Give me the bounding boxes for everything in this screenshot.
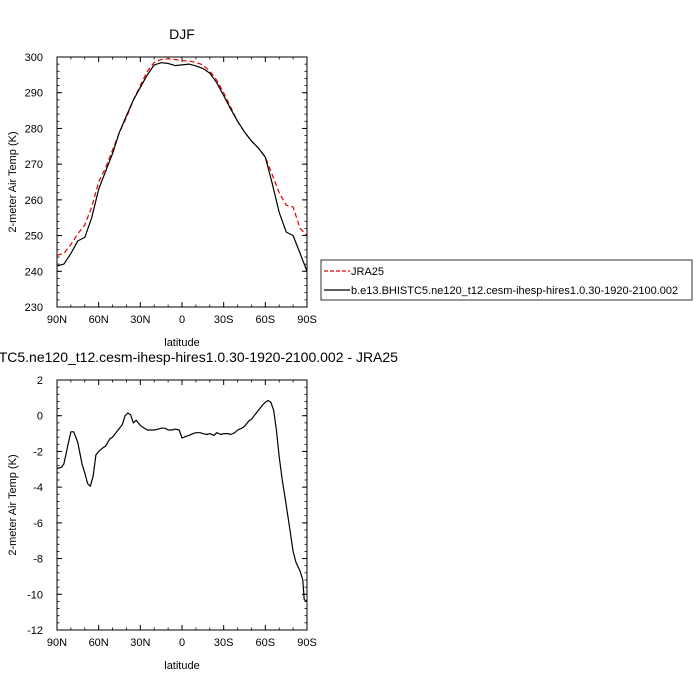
bottom-chart: BHISTC5.ne120_t12.cesm-ihesp-hires1.0.30… (0, 349, 398, 672)
y-tick-label: -4 (33, 482, 43, 494)
x-tick-label: 60N (89, 314, 109, 326)
x-tick-label: 0 (179, 637, 185, 649)
y-tick-label: -8 (33, 554, 43, 566)
x-tick-label: 90S (297, 637, 317, 649)
series-line-1-0 (56, 399, 308, 602)
legend-label-jra25: JRA25 (351, 266, 384, 278)
x-tick-label: 30S (214, 637, 234, 649)
y-tick-label: -10 (27, 589, 43, 601)
legend-box (320, 259, 693, 301)
y-tick-label: 280 (25, 123, 43, 135)
x-tick-label: 30S (214, 314, 234, 326)
x-tick-label: 90N (47, 314, 67, 326)
x-tick-label: 0 (179, 314, 185, 326)
y-tick-label: -12 (27, 625, 43, 637)
top-chart-frame (56, 56, 308, 308)
x-tick-label: 90S (297, 314, 317, 326)
x-tick-label: 60N (89, 637, 109, 649)
y-tick-label: 290 (25, 88, 43, 100)
x-tick-label: 60S (256, 314, 276, 326)
legend-label-model: b.e13.BHISTC5.ne120_t12.cesm-ihesp-hires… (351, 285, 678, 297)
bottom-chart-frame (56, 379, 308, 631)
legend: JRA25 b.e13.BHISTC5.ne120_t12.cesm-ihesp… (320, 259, 693, 301)
y-tick-label: 260 (25, 195, 43, 207)
bottom-chart-xlabel: latitude (164, 660, 199, 672)
y-tick-label: 2 (37, 375, 43, 387)
top-chart: DJF 2-meter Air Temp (K) latitude 90N 60N… (7, 26, 317, 349)
y-tick-label: -2 (33, 446, 43, 458)
top-chart-lines (56, 58, 308, 272)
y-tick-label: -6 (33, 518, 43, 530)
bottom-chart-title: BHISTC5.ne120_t12.cesm-ihesp-hires1.0.30… (0, 349, 398, 365)
y-tick-label: 240 (25, 266, 43, 278)
top-chart-xlabel: latitude (164, 337, 199, 349)
series-line-0-0 (56, 58, 308, 256)
x-tick-label: 90N (47, 637, 67, 649)
y-tick-label: 270 (25, 159, 43, 171)
top-chart-ylabel: 2-meter Air Temp (K) (7, 131, 19, 232)
y-tick-label: 230 (25, 302, 43, 314)
bottom-chart-ticks: 90N 60N 30N 0 30S 60S 90S -12 -10 -8 -6 -4 -2 0 2 (27, 375, 317, 649)
x-tick-label: 30N (130, 314, 150, 326)
series-line-0-1 (56, 62, 308, 272)
x-tick-label: 30N (130, 637, 150, 649)
y-tick-label: 300 (25, 52, 43, 64)
bottom-chart-lines (56, 399, 308, 602)
bottom-chart-ylabel: 2-meter Air Temp (K) (7, 454, 19, 555)
y-tick-label: 0 (37, 411, 43, 423)
x-tick-label: 60S (256, 637, 276, 649)
y-tick-label: 250 (25, 231, 43, 243)
top-chart-title: DJF (169, 26, 195, 42)
